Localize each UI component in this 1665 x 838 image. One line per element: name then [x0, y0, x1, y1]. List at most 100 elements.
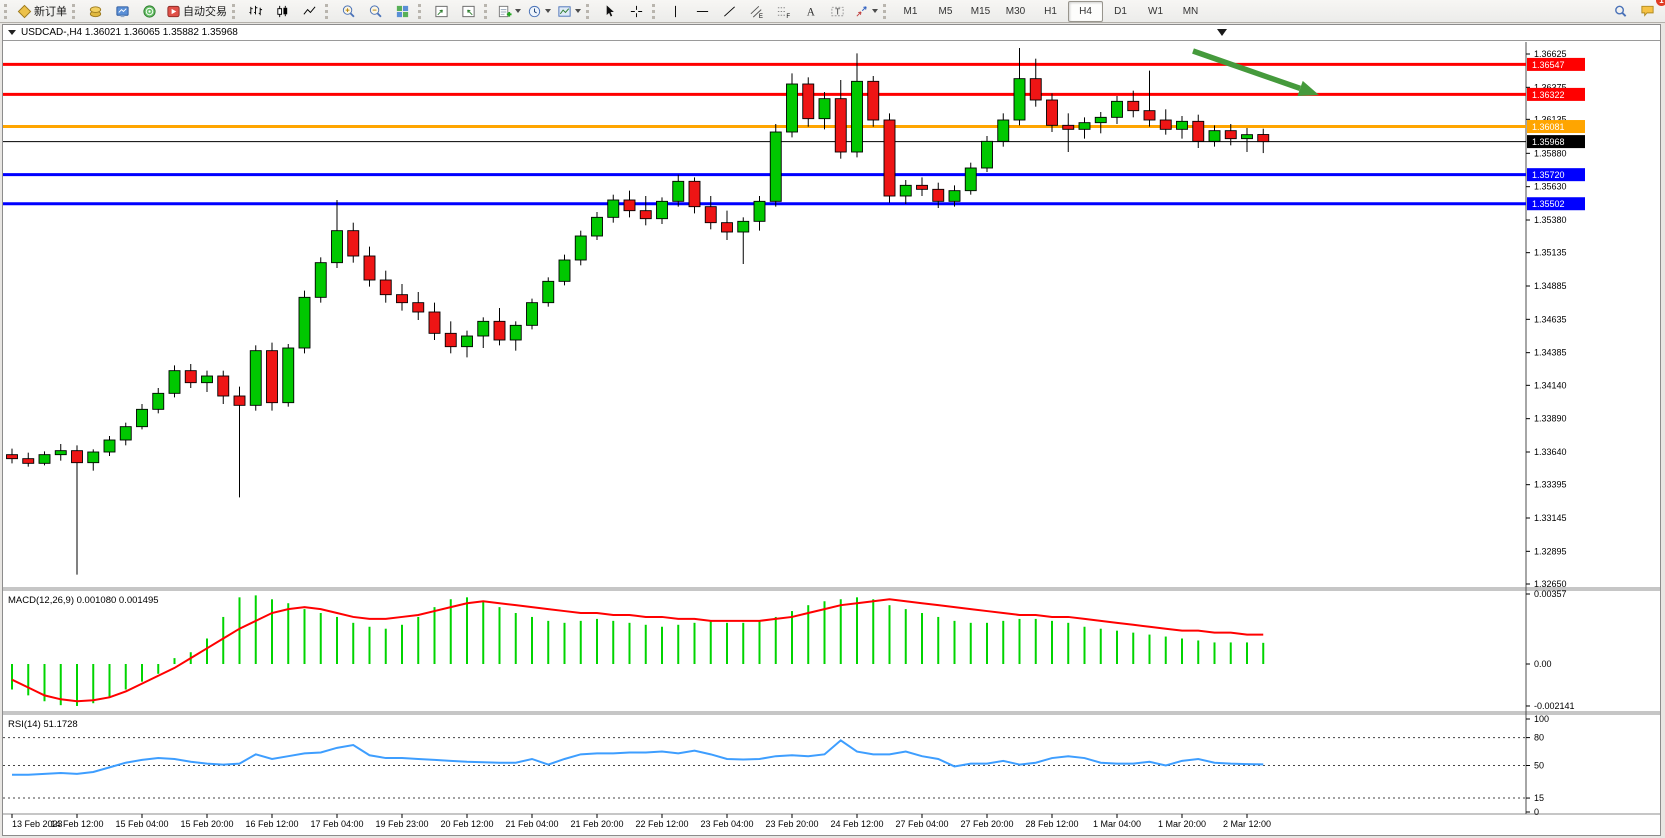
- candle-body: [396, 294, 408, 304]
- svg-text:T: T: [835, 6, 840, 16]
- notifications-button[interactable]: [1634, 0, 1661, 22]
- candle-body: [542, 280, 555, 304]
- svg-text:14 Feb 12:00: 14 Feb 12:00: [50, 819, 103, 829]
- crosshair-button[interactable]: [623, 0, 650, 23]
- svg-text:16 Feb 12:00: 16 Feb 12:00: [245, 819, 298, 829]
- quotes-button[interactable]: [82, 0, 109, 23]
- svg-text:1.35135: 1.35135: [1534, 248, 1567, 258]
- timeframe-h4[interactable]: H4: [1068, 0, 1103, 22]
- candle-body: [509, 324, 522, 341]
- rsi-indicator-label: RSI(14) 51.1728: [8, 719, 78, 730]
- svg-text:27 Feb 20:00: 27 Feb 20:00: [960, 819, 1013, 829]
- svg-text:15 Feb 20:00: 15 Feb 20:00: [180, 819, 233, 829]
- candle-body: [526, 302, 538, 326]
- toolbar-grip: [652, 3, 658, 19]
- timeframe-m1[interactable]: M1: [893, 1, 928, 22]
- notification-wrapper: 1: [1634, 0, 1665, 23]
- svg-text:1.36547: 1.36547: [1532, 60, 1565, 70]
- candle-body: [769, 131, 782, 202]
- new-order-button-label: 新订单: [34, 6, 67, 18]
- timeframe-m15-label: M15: [970, 5, 991, 17]
- line-chart-button[interactable]: [296, 0, 323, 23]
- arrows-button[interactable]: [851, 0, 881, 23]
- svg-text:1.35880: 1.35880: [1534, 148, 1567, 158]
- candle-body: [786, 83, 798, 133]
- candle-body: [948, 190, 961, 202]
- candle-body: [997, 119, 1010, 142]
- timeframe-w1[interactable]: W1: [1138, 1, 1173, 22]
- candle-body: [1257, 134, 1270, 143]
- candle-body: [6, 454, 18, 460]
- svg-text:1.34385: 1.34385: [1534, 348, 1567, 358]
- market-watch-button[interactable]: [109, 0, 136, 23]
- timeframe-h1[interactable]: H1: [1033, 1, 1068, 22]
- dropdown-caret-icon: [515, 9, 521, 13]
- candle-body: [851, 80, 863, 153]
- periods-button[interactable]: [524, 0, 554, 23]
- search-button[interactable]: [1607, 0, 1634, 23]
- timeframe-m5[interactable]: M5: [928, 1, 963, 22]
- timeframe-mn[interactable]: MN: [1173, 1, 1208, 22]
- candles-icon: [277, 5, 288, 17]
- candle-body: [54, 450, 67, 456]
- cascade-windows-button[interactable]: [455, 0, 482, 23]
- collapse-caret-icon[interactable]: [8, 30, 16, 35]
- new-chart-button[interactable]: [494, 0, 524, 23]
- zoom-out-button[interactable]: [362, 0, 389, 23]
- tile-windows-button[interactable]: [389, 0, 416, 23]
- candle-body: [818, 98, 831, 120]
- arrange2-icon: [462, 5, 475, 17]
- fibonacci-button[interactable]: F: [770, 0, 797, 23]
- arrange-windows-button[interactable]: [428, 0, 455, 23]
- navigator-button[interactable]: [136, 0, 163, 23]
- macd-axis-ticks: 0.00357 0.00 -0.002141: [1526, 589, 1575, 711]
- rsi-line: [12, 739, 1264, 776]
- text-label-icon: T: [831, 6, 844, 16]
- bar-chart-button[interactable]: [242, 0, 269, 23]
- radar-icon: [143, 4, 156, 18]
- timeframe-m15[interactable]: M15: [963, 1, 998, 22]
- autotrading-button[interactable]: 自动交易: [163, 0, 230, 23]
- svg-text:1.33890: 1.33890: [1534, 414, 1567, 424]
- candle-body: [282, 347, 295, 404]
- new-order-button[interactable]: 新订单: [14, 0, 70, 23]
- candlestick-chart-button[interactable]: [269, 0, 296, 23]
- svg-text:23 Feb 04:00: 23 Feb 04:00: [700, 819, 753, 829]
- chart-canvas[interactable]: 1.36625 1.36375 1.36135 1.35880 1.35630 1.353…: [3, 41, 1660, 835]
- svg-text:1.35720: 1.35720: [1532, 170, 1565, 180]
- candle-body: [916, 184, 928, 190]
- svg-text:21 Feb 04:00: 21 Feb 04:00: [505, 819, 558, 829]
- zoom-in-icon: [342, 4, 355, 17]
- toolbar-grip: [232, 3, 238, 19]
- svg-text:1.36135: 1.36135: [1534, 114, 1567, 124]
- svg-text:1 Mar 20:00: 1 Mar 20:00: [1158, 819, 1206, 829]
- candle-body: [737, 220, 750, 233]
- chart-shift-marker-icon[interactable]: [1217, 29, 1227, 36]
- monitor-icon: [116, 5, 129, 17]
- trendline-icon: [724, 5, 735, 17]
- timeframe-d1-label: D1: [1114, 5, 1127, 17]
- candle-body: [363, 255, 376, 281]
- candle-body: [493, 320, 506, 341]
- channel-button[interactable]: E: [743, 0, 770, 23]
- horizontal-line-button[interactable]: [689, 0, 716, 23]
- timeframe-d1[interactable]: D1: [1103, 1, 1138, 22]
- cursor-button[interactable]: [596, 0, 623, 23]
- templates-button[interactable]: [554, 0, 584, 23]
- trendline-button[interactable]: [716, 0, 743, 23]
- vertical-line-button[interactable]: [662, 0, 689, 23]
- timeframe-m30[interactable]: M30: [998, 1, 1033, 22]
- trend-arrow-annotation[interactable]: [1192, 48, 1319, 96]
- svg-text:E: E: [759, 13, 763, 19]
- text-label-button[interactable]: T: [824, 0, 851, 23]
- zoom-in-button[interactable]: [335, 0, 362, 23]
- svg-text:19 Feb 23:00: 19 Feb 23:00: [375, 819, 428, 829]
- notification-badge: 1: [1656, 0, 1665, 6]
- text-button[interactable]: A: [797, 0, 824, 23]
- candle-body: [672, 180, 685, 202]
- svg-text:0: 0: [1534, 807, 1539, 817]
- arrange1-icon: [435, 5, 448, 17]
- candle-body: [981, 140, 993, 169]
- svg-text:24 Feb 12:00: 24 Feb 12:00: [830, 819, 883, 829]
